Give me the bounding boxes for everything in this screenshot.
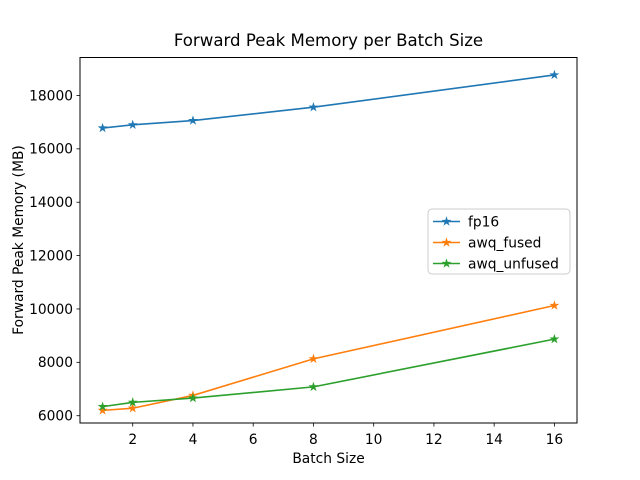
y-tick-label: 14000 — [29, 195, 73, 211]
y-tick-label: 10000 — [29, 302, 73, 318]
legend-marker-star-icon — [441, 258, 452, 268]
data-point-fp16 — [127, 119, 138, 130]
y-tick-label: 12000 — [29, 248, 73, 264]
chart-title: Forward Peak Memory per Batch Size — [174, 31, 483, 50]
data-point-fp16 — [188, 115, 198, 125]
data-point-awq_unfused — [97, 401, 108, 411]
series-line-awq_unfused — [102, 338, 555, 408]
y-axis-label: Forward Peak Memory (MB) — [11, 145, 27, 335]
data-point-awq_fused — [549, 300, 560, 310]
data-point-fp16 — [97, 122, 108, 133]
data-point-awq_fused — [127, 403, 138, 413]
legend-label-awq_fused: awq_fused — [468, 235, 541, 251]
y-tick-label: 6000 — [38, 409, 73, 425]
legend-marker-star-icon — [441, 237, 452, 247]
data-point-awq_unfused — [127, 397, 138, 407]
legend-label-fp16: fp16 — [468, 214, 499, 230]
legend-label-awq_unfused: awq_unfused — [468, 256, 559, 272]
x-tick-label: 8 — [309, 432, 318, 448]
data-point-awq_unfused — [549, 333, 560, 344]
x-tick-label: 14 — [485, 432, 503, 448]
data-point-awq_fused — [97, 405, 108, 415]
y-axis-ticks: 6000 8000 10000 12000 14000 16000 18000 — [29, 88, 80, 425]
data-point-awq_fused — [308, 353, 319, 364]
x-axis-label: Batch Size — [292, 451, 364, 467]
x-tick-label: 12 — [425, 432, 443, 448]
x-tick-label: 4 — [189, 432, 198, 448]
series-line-fp16 — [102, 74, 555, 129]
data-point-fp16 — [308, 102, 319, 112]
plot-area — [79, 57, 578, 424]
legend-marker-star-icon — [441, 216, 452, 226]
x-tick-label: 2 — [128, 432, 137, 448]
y-tick-label: 16000 — [29, 142, 73, 158]
series-line-awq_fused — [102, 304, 555, 412]
legend: fp16 awq_fused awq_unfused — [427, 208, 571, 275]
x-axis-ticks: 2 4 6 8 10 12 14 16 — [128, 423, 563, 448]
series-lines — [97, 69, 560, 415]
data-point-awq_unfused — [188, 392, 198, 403]
x-tick-label: 16 — [546, 432, 564, 448]
x-tick-label: 10 — [365, 432, 383, 448]
y-tick-label: 8000 — [38, 355, 73, 371]
x-tick-label: 6 — [249, 432, 258, 448]
data-point-fp16 — [549, 69, 560, 80]
data-point-awq_unfused — [308, 381, 319, 392]
legend-box — [427, 208, 571, 275]
y-tick-label: 18000 — [29, 88, 73, 104]
